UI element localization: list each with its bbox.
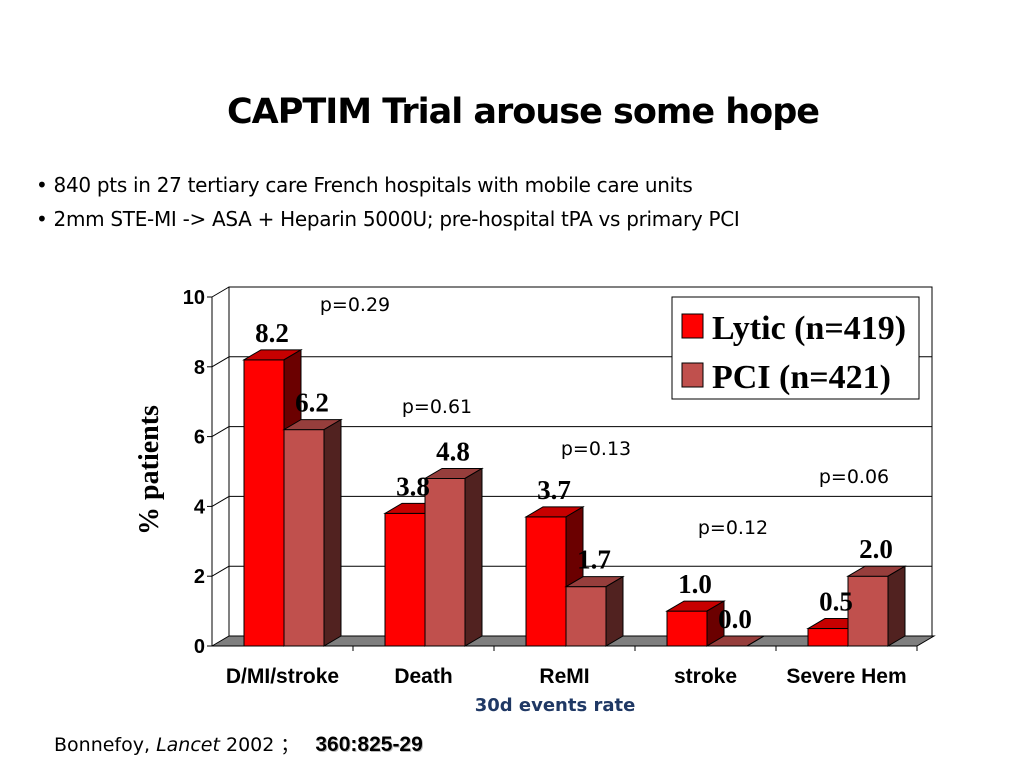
citation-author: Bonnefoy, (54, 734, 157, 756)
data-label-lytic: 3.8 (396, 471, 430, 501)
legend-label: Lytic (n=419) (712, 310, 906, 347)
bar-pci-side (464, 467, 483, 647)
legend-swatch (681, 313, 704, 339)
bar-lytic (807, 628, 849, 647)
gridline-side (211, 495, 230, 507)
data-label-pci: 4.8 (436, 436, 470, 466)
bar-lytic (243, 359, 285, 647)
bullet-item: • 2mm STE-MI -> ASA + Heparin 5000U; pre… (36, 207, 740, 231)
x-tick-label: ReMI (539, 665, 589, 688)
data-label-pci: 1.7 (577, 545, 611, 575)
y-tick-label: 2 (194, 566, 205, 588)
y-tick-label: 6 (194, 427, 205, 449)
citation-year: 2002 ； (219, 734, 300, 756)
p-value: p=0.29 (320, 294, 390, 316)
p-value: p=0.12 (698, 517, 768, 539)
data-label-pci: 6.2 (295, 388, 329, 418)
data-label-pci: 0.0 (718, 604, 752, 634)
gridline-side (211, 426, 230, 438)
data-label-lytic: 8.2 (255, 318, 289, 348)
y-tick-label: 4 (194, 496, 206, 518)
bar-pci (424, 477, 466, 647)
p-value: p=0.13 (561, 438, 631, 460)
y-tick-label: 10 (183, 287, 205, 309)
bar-pci-side (746, 635, 765, 647)
x-tick-label: Death (394, 665, 452, 688)
data-label-lytic: 1.0 (678, 569, 712, 599)
y-tick-label: 8 (194, 357, 205, 379)
bar-pci-side (887, 565, 906, 647)
x-tick-label: stroke (674, 665, 737, 688)
gridline-side (211, 565, 230, 577)
bar-pci-side (323, 418, 342, 647)
legend (671, 296, 920, 400)
citation-volume: 360:825-29 (315, 733, 423, 756)
data-label-lytic: 0.5 (819, 587, 853, 617)
citation: Bonnefoy, Lancet 2002 ； 360:825-29 (54, 730, 423, 757)
x-tick-label: Severe Hem (786, 665, 906, 688)
bar-lytic (525, 516, 567, 647)
data-label-pci: 2.0 (859, 534, 893, 564)
bullet-list: • 840 pts in 27 tertiary care French hos… (36, 168, 740, 236)
bar-lytic (666, 610, 708, 647)
legend-swatch (681, 362, 704, 388)
p-value: p=0.06 (819, 466, 889, 488)
y-tick-label: 0 (194, 636, 205, 658)
data-label-lytic: 3.7 (537, 475, 571, 505)
slide-title: CAPTIM Trial arouse some hope (226, 92, 820, 132)
bar-pci (283, 429, 325, 647)
citation-journal: Lancet (156, 734, 220, 756)
bar-pci (847, 575, 889, 647)
bar-pci (565, 586, 607, 647)
p-value: p=0.61 (402, 396, 472, 418)
y-axis-label: % patients (134, 405, 165, 535)
x-axis-label: 30d events rate (475, 695, 636, 716)
bar-pci-side (605, 575, 624, 647)
x-tick-label: D/MI/stroke (226, 665, 339, 688)
gridline-side (211, 286, 230, 298)
gridline-side (211, 356, 230, 368)
bar-lytic (384, 512, 426, 647)
bullet-item: • 840 pts in 27 tertiary care French hos… (36, 173, 693, 197)
legend-label: PCI (n=421) (712, 359, 891, 396)
